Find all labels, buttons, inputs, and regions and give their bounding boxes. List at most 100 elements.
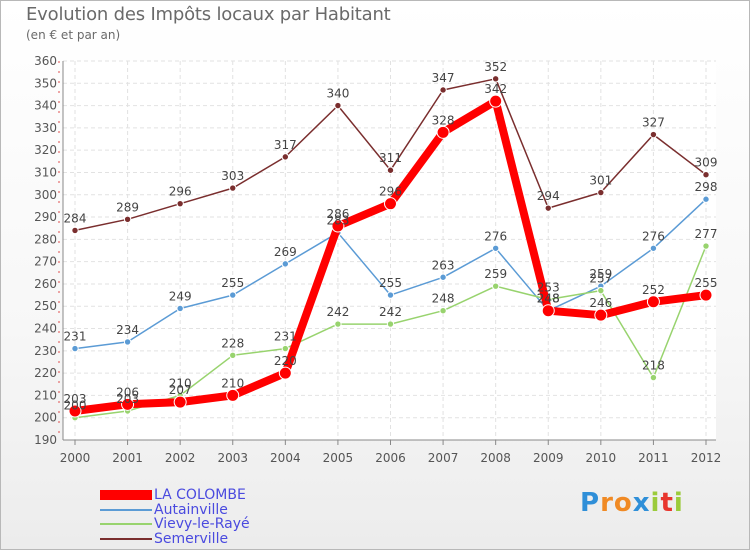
data-label-la-colombe: 296	[379, 185, 402, 199]
data-label-la-colombe: 328	[432, 113, 455, 127]
data-point-semerville	[334, 101, 342, 110]
data-point-la-colombe	[331, 219, 345, 233]
y-tick-label: 220	[34, 366, 57, 380]
data-point-vievy-le-raye	[281, 344, 290, 353]
data-label-semerville: 294	[537, 189, 560, 203]
data-label-vievy-le-raye: 257	[589, 272, 612, 286]
data-label-semerville: 289	[116, 200, 139, 214]
data-label-la-colombe: 342	[484, 82, 507, 96]
plot-area	[63, 61, 716, 440]
data-point-vievy-le-raye	[386, 320, 395, 328]
data-label-la-colombe: 207	[169, 383, 192, 397]
legend-swatch-autainville	[100, 502, 152, 518]
x-tick-label: 2009	[533, 451, 564, 465]
data-label-la-colombe: 220	[274, 354, 297, 368]
legend-item-vievy-le-raye: Vievy-le-Rayé	[100, 516, 360, 532]
data-label-semerville: 347	[432, 71, 455, 85]
data-point-la-colombe	[68, 404, 82, 418]
data-point-vievy-le-raye	[702, 242, 710, 250]
data-point-semerville	[123, 215, 132, 223]
data-label-semerville: 311	[379, 151, 402, 165]
data-point-vievy-le-raye	[649, 373, 658, 382]
y-tick-label: 240	[34, 322, 57, 336]
y-tick-label: 300	[34, 188, 57, 202]
data-point-semerville	[176, 199, 184, 208]
data-label-vievy-le-raye: 218	[642, 359, 665, 373]
y-tick-label: 310	[34, 165, 57, 179]
data-label-autainville: 255	[379, 276, 402, 290]
data-point-autainville	[281, 260, 290, 268]
data-label-vievy-le-raye: 277	[695, 227, 718, 241]
data-label-la-colombe: 206	[116, 385, 139, 399]
data-label-autainville: 234	[116, 323, 139, 337]
data-label-la-colombe: 203	[64, 392, 87, 406]
data-label-autainville: 248	[537, 292, 560, 306]
data-label-la-colombe: 252	[642, 283, 665, 297]
data-point-la-colombe	[436, 125, 450, 139]
logo-letter: i	[650, 488, 661, 518]
x-tick-label: 2008	[480, 451, 511, 465]
data-label-semerville: 352	[484, 60, 507, 74]
data-label-autainville: 263	[432, 258, 455, 272]
y-tick-label: 320	[34, 143, 57, 157]
data-label-vievy-le-raye: 242	[379, 305, 402, 319]
legend-item-autainville: Autainville	[100, 502, 360, 518]
logo-letter: r	[600, 488, 614, 518]
data-label-vievy-le-raye: 231	[274, 330, 297, 344]
data-label-autainville: 276	[642, 229, 665, 243]
data-label-semerville: 309	[695, 156, 718, 170]
data-point-semerville	[491, 75, 500, 83]
data-point-semerville	[71, 226, 79, 235]
data-label-vievy-le-raye: 228	[221, 336, 244, 350]
chart-subtitle: (en € et par an)	[26, 28, 121, 42]
legend-swatch-vievy-le-raye	[100, 516, 152, 532]
y-tick-label: 340	[34, 99, 57, 113]
y-tick-label: 360	[34, 54, 57, 68]
data-point-la-colombe	[278, 366, 292, 380]
data-point-autainville	[229, 291, 237, 299]
logo-letter: t	[660, 488, 674, 518]
data-point-semerville	[229, 184, 237, 192]
data-label-autainville: 298	[695, 180, 718, 194]
data-point-vievy-le-raye	[597, 286, 605, 295]
data-point-vievy-le-raye	[491, 282, 500, 290]
data-point-autainville	[71, 344, 79, 353]
data-label-vievy-le-raye: 253	[537, 281, 560, 295]
legend-label: Vievy-le-Rayé	[154, 516, 250, 532]
x-tick-label: 2006	[375, 451, 406, 465]
data-point-semerville	[649, 130, 658, 139]
logo-letter: i	[673, 488, 684, 518]
legend-swatch-semerville	[100, 531, 152, 547]
data-point-la-colombe	[384, 197, 397, 211]
legend-label: Semerville	[154, 531, 229, 547]
x-tick-label: 2005	[323, 451, 354, 465]
data-point-la-colombe	[699, 288, 713, 302]
data-point-autainville	[649, 244, 658, 252]
logo-letter: P	[580, 488, 601, 518]
data-label-la-colombe: 286	[326, 207, 349, 221]
data-label-autainville: 259	[589, 267, 612, 281]
y-tick-label: 330	[34, 121, 57, 135]
data-label-vievy-le-raye: 242	[326, 305, 349, 319]
data-label-semerville: 327	[642, 116, 665, 130]
legend-item-la-colombe: LA COLOMBE	[100, 487, 360, 503]
x-tick-label: 2010	[586, 451, 617, 465]
data-label-vievy-le-raye: 200	[64, 399, 87, 413]
y-tick-label: 350	[34, 76, 57, 90]
y-tick-label: 280	[34, 232, 57, 246]
data-point-autainville	[123, 338, 132, 346]
x-tick-label: 2007	[428, 451, 459, 465]
data-point-la-colombe	[489, 94, 503, 108]
chart-title: Evolution des Impôts locaux par Habitant	[26, 4, 391, 25]
data-point-vievy-le-raye	[229, 351, 237, 359]
data-point-la-colombe	[594, 308, 608, 322]
y-tick-label: 250	[34, 299, 57, 313]
logo-letter: x	[632, 488, 651, 518]
x-tick-label: 2012	[691, 451, 722, 465]
data-label-autainville: 249	[169, 289, 192, 303]
data-label-la-colombe: 248	[537, 292, 560, 306]
data-label-vievy-le-raye: 259	[484, 267, 507, 281]
data-label-la-colombe: 210	[221, 376, 244, 390]
data-point-semerville	[439, 86, 447, 94]
